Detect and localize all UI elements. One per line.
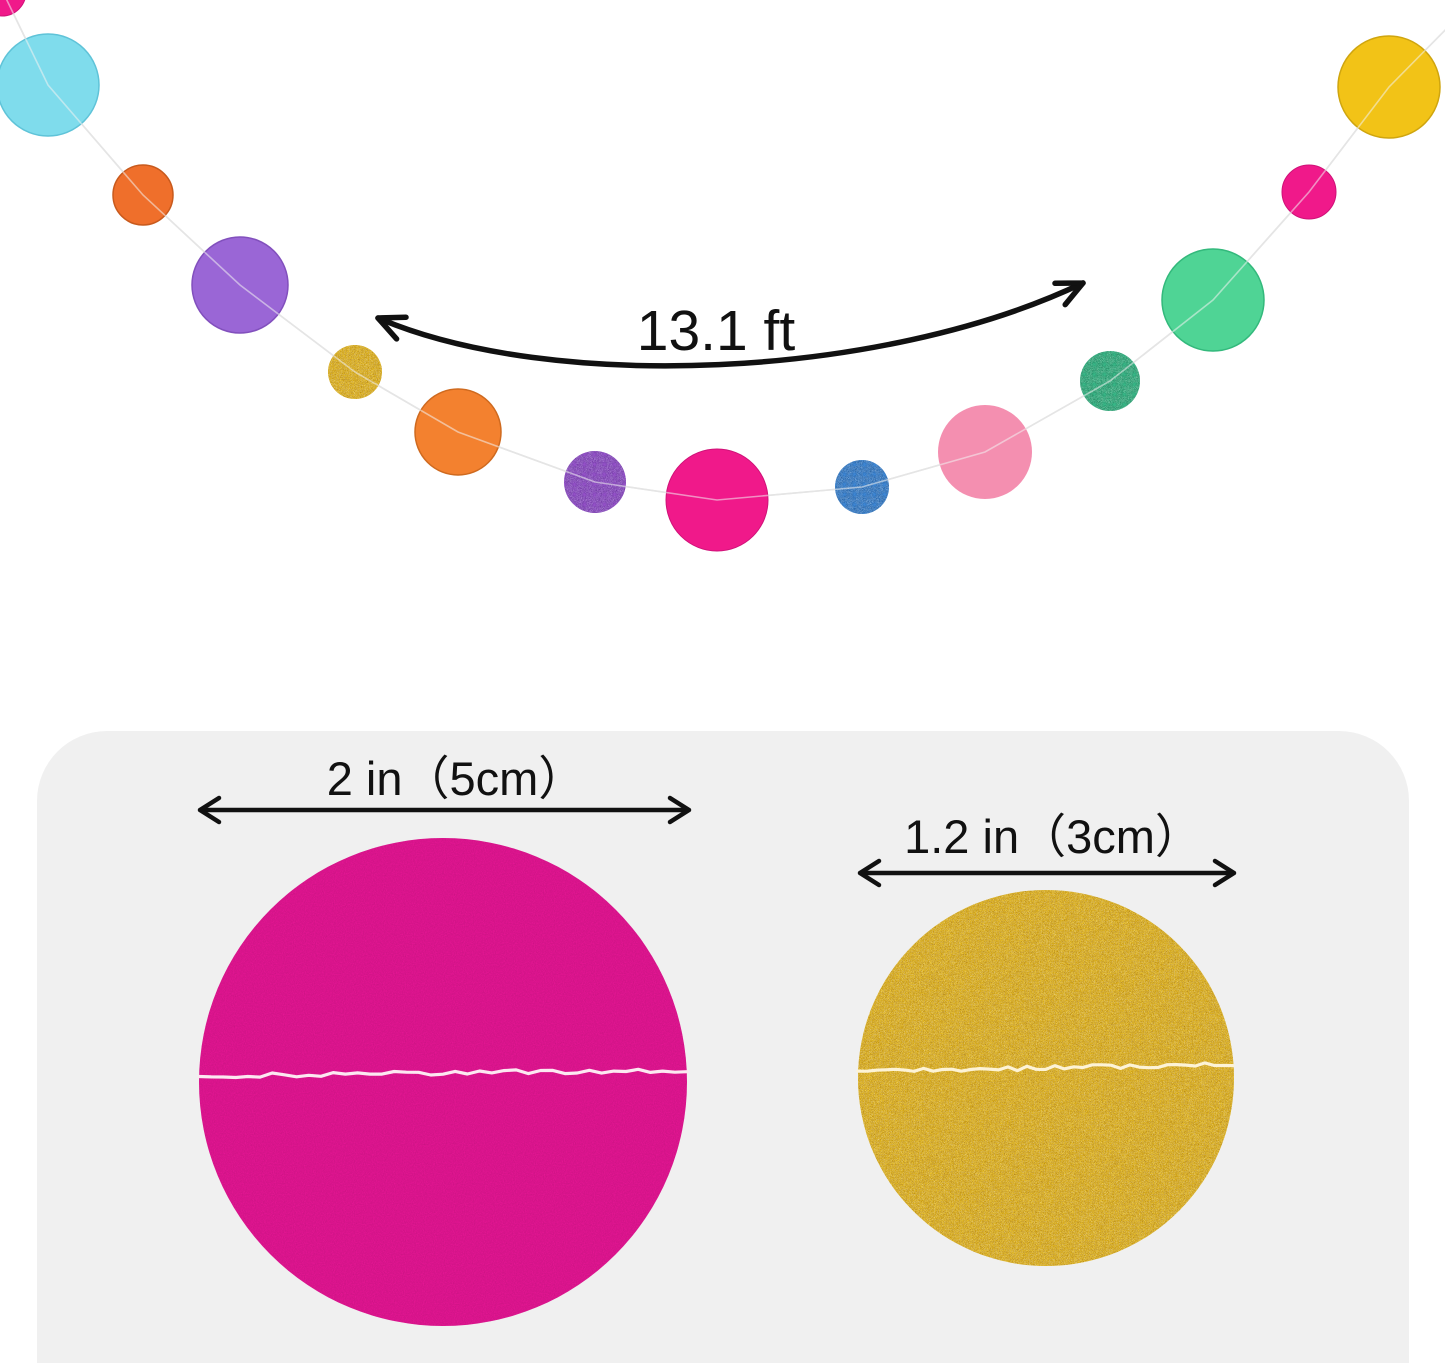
svg-text:1.2 in（3cm）: 1.2 in（3cm） <box>904 810 1202 863</box>
svg-text:2 in（5cm）: 2 in（5cm） <box>327 752 586 805</box>
